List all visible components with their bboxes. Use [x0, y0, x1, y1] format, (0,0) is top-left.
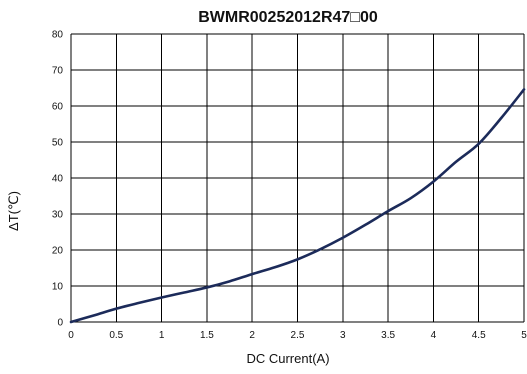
y-tick-label: 60 — [52, 102, 64, 113]
x-tick-label: 1 — [159, 330, 165, 341]
y-tick-label: 0 — [57, 318, 63, 329]
y-tick-label: 80 — [52, 30, 64, 41]
x-tick-label: 5 — [521, 330, 527, 341]
y-tick-label: 20 — [52, 246, 64, 257]
x-tick-label: 4 — [431, 330, 437, 341]
x-tick-label: 3 — [340, 330, 346, 341]
y-axis-title: ΔT(℃) — [6, 191, 21, 231]
x-tick-label: 2.5 — [291, 330, 305, 341]
x-tick-label: 4.5 — [472, 330, 486, 341]
y-tick-label: 30 — [52, 210, 64, 221]
y-tick-label: 50 — [52, 138, 64, 149]
y-tick-label: 10 — [52, 282, 64, 293]
grid — [70, 33, 525, 323]
x-tick-label: 2 — [249, 330, 255, 341]
data-series — [69, 88, 526, 324]
y-tick-label: 70 — [52, 66, 64, 77]
axes — [70, 34, 524, 323]
y-tick-label: 40 — [52, 174, 64, 185]
series-line-0 — [69, 88, 526, 324]
x-axis-title: DC Current(A) — [246, 351, 329, 366]
x-tick-label: 1.5 — [200, 330, 214, 341]
x-tick-label: 0.5 — [109, 330, 123, 341]
chart-title: BWMR00252012R47□00 — [198, 9, 378, 26]
x-tick-label: 3.5 — [381, 330, 395, 341]
x-tick-label: 0 — [68, 330, 74, 341]
